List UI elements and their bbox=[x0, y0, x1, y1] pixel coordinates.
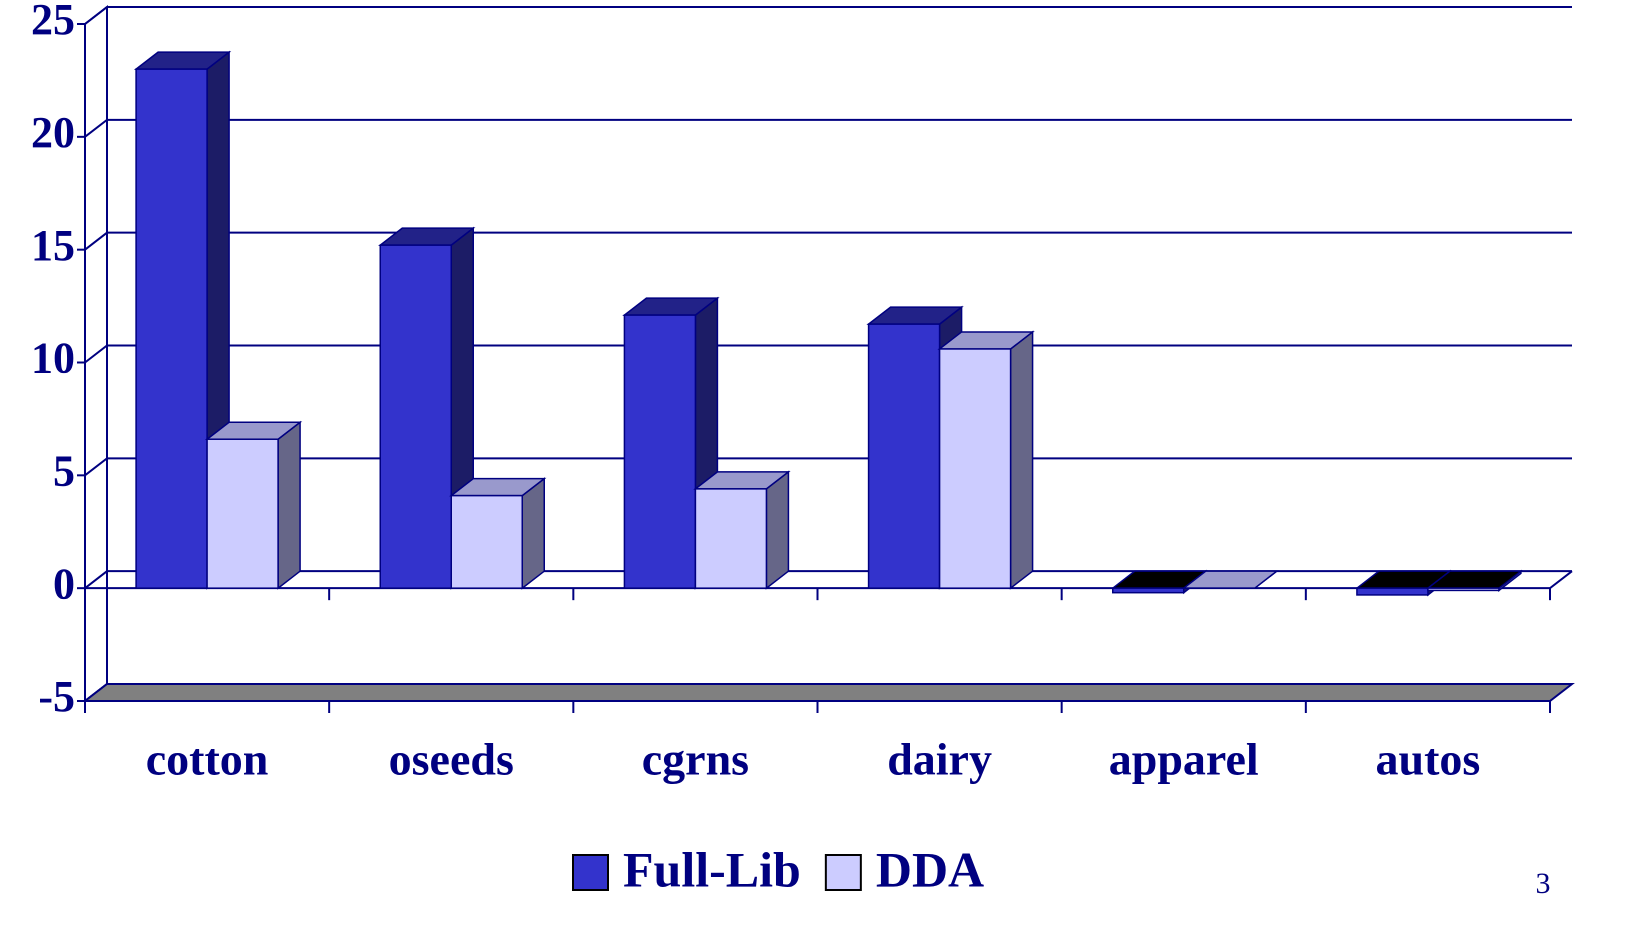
bar bbox=[135, 68, 208, 589]
y-tick-label: 15 bbox=[31, 221, 75, 270]
bar bbox=[867, 323, 941, 589]
x-tick-label: cgrns bbox=[642, 734, 749, 785]
y-tick-label: 5 bbox=[53, 446, 75, 495]
legend-swatch bbox=[824, 854, 862, 891]
y-tick-label: 20 bbox=[31, 108, 75, 157]
y-tick-label: 10 bbox=[31, 334, 75, 383]
grid-line bbox=[84, 6, 1572, 25]
bar bbox=[938, 348, 1012, 589]
page-number: 3 bbox=[1536, 867, 1551, 900]
x-tick-label: apparel bbox=[1109, 734, 1259, 785]
floor bbox=[82, 683, 1575, 702]
grid-line bbox=[84, 457, 1572, 477]
y-tick-label: 25 bbox=[31, 0, 75, 44]
bar-side bbox=[521, 477, 545, 590]
grid-line bbox=[84, 344, 1572, 364]
x-tick-label: autos bbox=[1376, 734, 1481, 785]
legend-swatch bbox=[572, 854, 609, 891]
x-tick-label: cotton bbox=[146, 734, 269, 785]
legend-label: DDA bbox=[876, 841, 984, 897]
bar bbox=[1356, 587, 1429, 596]
bar-side bbox=[1009, 330, 1034, 590]
bar-side bbox=[765, 470, 790, 590]
y-tick-label: -5 bbox=[38, 672, 75, 721]
bar-side bbox=[277, 420, 301, 590]
legend-label: Full-Lib bbox=[623, 841, 801, 897]
bar bbox=[379, 244, 452, 589]
bar bbox=[694, 488, 768, 589]
grid-line bbox=[84, 231, 1572, 251]
bar bbox=[623, 314, 697, 589]
x-tick-label: oseeds bbox=[389, 734, 514, 785]
x-tick-label: dairy bbox=[887, 734, 992, 785]
bar bbox=[206, 438, 279, 589]
bar bbox=[450, 494, 523, 589]
grid-line bbox=[84, 118, 1572, 138]
grid-line bbox=[84, 570, 1572, 589]
bar bbox=[1427, 587, 1500, 592]
bar bbox=[1112, 587, 1185, 594]
y-tick-label: 0 bbox=[53, 559, 75, 608]
